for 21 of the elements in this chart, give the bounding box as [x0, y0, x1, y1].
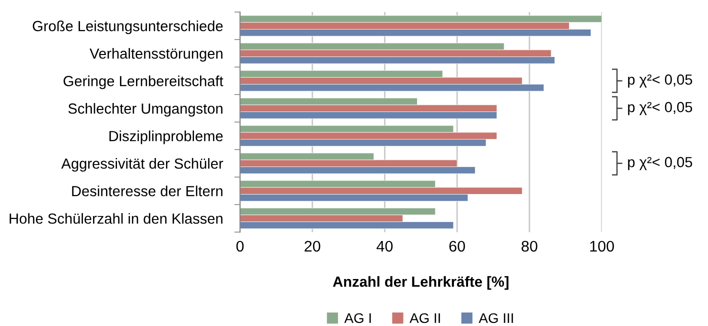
x-tick-label: 40	[376, 240, 393, 252]
legend-label: AG I	[344, 313, 371, 324]
y-tick-label: Verhaltensstörungen	[90, 48, 222, 62]
y-tick-label: Disziplinprobleme	[109, 130, 223, 144]
x-tick-label: 100	[590, 240, 614, 252]
text: p χ²< 0,05	[628, 74, 692, 88]
y-tick-label: Aggressivität der Schüler	[61, 158, 224, 172]
x-tick-label: 20	[304, 240, 320, 252]
y-tick-label: Hohe Schülerzahl in den Klassen	[10, 213, 222, 224]
x-tick-label: 60	[449, 240, 465, 252]
text: p χ²< 0,05	[628, 156, 692, 170]
y-tick-label: Große Leistungsunterschiede	[32, 20, 223, 34]
y-tick-label: Geringe Lernbereitschaft	[64, 76, 224, 90]
text: p χ²< 0,05	[628, 102, 692, 116]
y-tick-label: Schlechter Umgangston	[68, 103, 222, 117]
legend-label: AG III	[478, 313, 513, 324]
legend-label: AG II	[410, 313, 440, 324]
x-axis-title: Anzahl der Lehrkräfte [%]	[332, 276, 508, 290]
x-tick-label: 0	[236, 240, 244, 252]
y-tick-label: Desinteresse der Eltern	[72, 186, 222, 196]
x-tick-label: 80	[522, 240, 538, 252]
